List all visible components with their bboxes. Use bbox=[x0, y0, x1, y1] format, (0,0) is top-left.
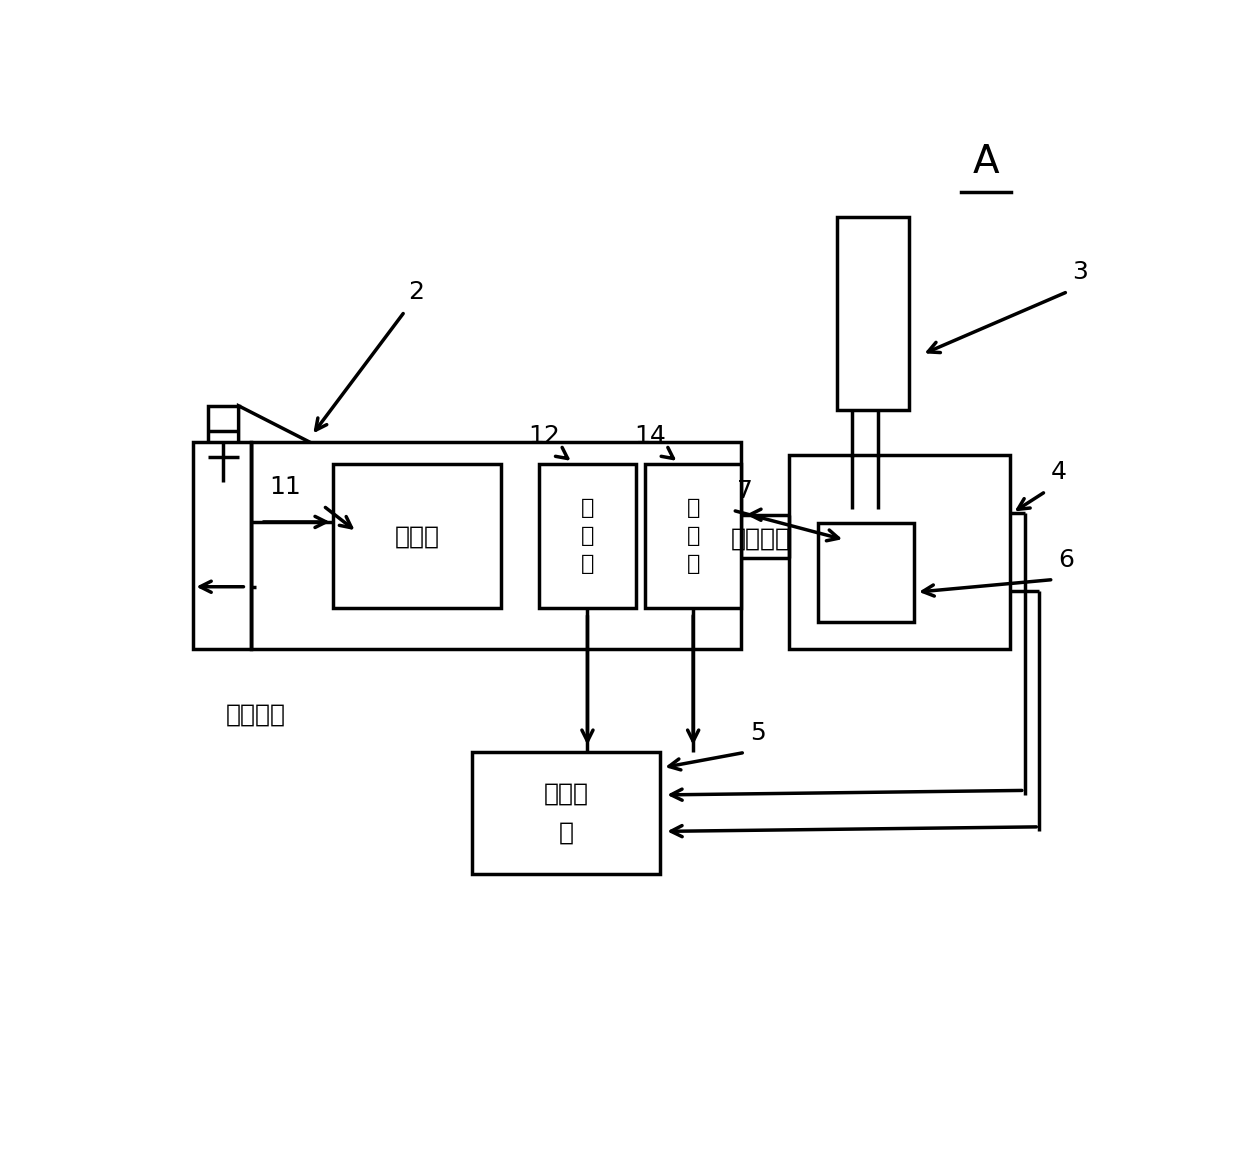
Polygon shape bbox=[238, 406, 314, 483]
Text: 接
收
机: 接 收 机 bbox=[580, 498, 594, 574]
Text: 7: 7 bbox=[737, 479, 753, 503]
Bar bbox=[842, 457, 903, 510]
Bar bbox=[837, 216, 909, 410]
Text: 处理单
元: 处理单 元 bbox=[543, 782, 588, 845]
Bar bbox=[789, 455, 1011, 649]
Text: 发射机: 发射机 bbox=[394, 525, 439, 548]
Bar bbox=[645, 464, 742, 608]
Text: 11: 11 bbox=[269, 475, 300, 498]
Text: 14: 14 bbox=[634, 424, 666, 448]
Bar bbox=[250, 442, 742, 649]
Text: 发送信号: 发送信号 bbox=[226, 703, 286, 727]
Bar bbox=[193, 442, 250, 649]
Text: 接
收
机: 接 收 机 bbox=[687, 498, 699, 574]
Text: 3: 3 bbox=[1073, 261, 1089, 284]
Text: 接收信号: 接收信号 bbox=[730, 526, 790, 551]
Text: 2: 2 bbox=[408, 281, 424, 304]
Bar bbox=[472, 753, 660, 874]
Text: 5: 5 bbox=[750, 721, 765, 745]
Bar bbox=[208, 406, 238, 483]
Text: 12: 12 bbox=[528, 424, 560, 448]
Text: 4: 4 bbox=[1050, 461, 1066, 484]
Bar bbox=[818, 523, 914, 622]
Bar bbox=[539, 464, 636, 608]
Text: A: A bbox=[973, 143, 999, 181]
Bar bbox=[332, 464, 501, 608]
Text: 6: 6 bbox=[1058, 548, 1074, 573]
